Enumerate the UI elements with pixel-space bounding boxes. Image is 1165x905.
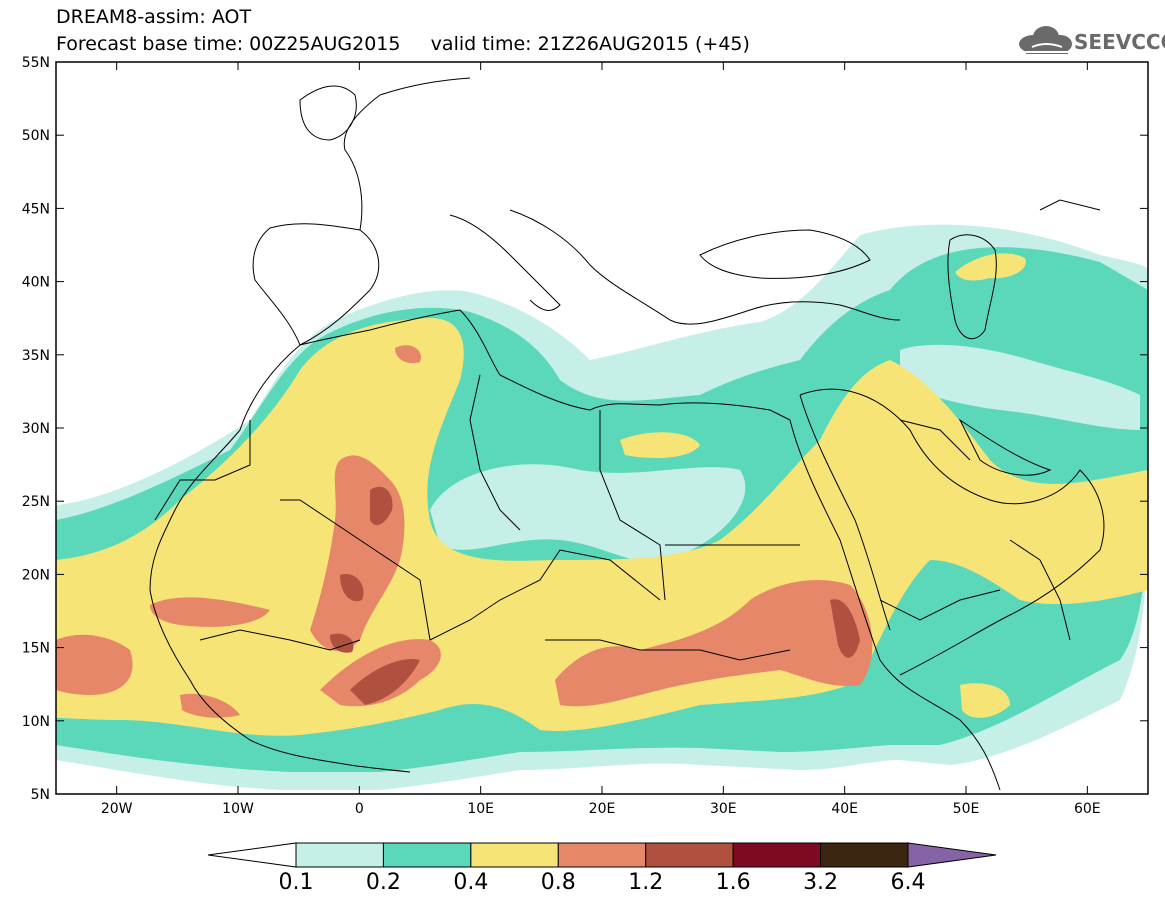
aot-band-0.4: [620, 432, 700, 458]
aot-band-1.2: [350, 659, 420, 705]
coastlines: [149, 77, 1105, 791]
colorbar-label: 1.6: [715, 870, 751, 895]
colorbar-segment: [907, 842, 997, 868]
colorbar-segment: [295, 842, 384, 868]
colorbar-label: 6.4: [890, 870, 926, 895]
lon-label: 10E: [467, 801, 494, 817]
colorbar: [207, 842, 997, 868]
aot-band-0.1: [900, 344, 1140, 430]
colorbar-segment: [470, 842, 559, 868]
aot-band-0.8: [56, 634, 133, 695]
colorbar-label: 0.2: [365, 870, 401, 895]
lon-label: 40E: [831, 801, 858, 817]
aot-band-0.1: [430, 464, 746, 562]
lon-label: 60E: [1074, 801, 1101, 817]
lat-label: 45N: [22, 201, 50, 217]
forecast-time-subtitle: Forecast base time: 00Z25AUG2015 valid t…: [56, 33, 750, 55]
aot-shading: [56, 224, 1148, 790]
colorbar-label: 1.2: [628, 870, 664, 895]
lon-label: 50E: [953, 801, 980, 817]
aot-band-0.4: [960, 683, 1010, 718]
colorbar-segment: [207, 842, 297, 868]
colorbar-segment: [382, 842, 472, 868]
logo-text: SEEVCCC: [1074, 30, 1165, 54]
lat-label: 55N: [22, 55, 50, 71]
lat-label: 40N: [22, 275, 50, 291]
lat-label: 25N: [22, 494, 50, 510]
colorbar-segment: [820, 842, 909, 868]
lat-label: 30N: [22, 421, 50, 437]
lat-label: 5N: [31, 787, 50, 803]
aot-band-1.2: [370, 486, 393, 526]
colorbar-segment: [557, 842, 647, 868]
lat-label: 50N: [22, 128, 50, 144]
lon-label: 10W: [222, 801, 254, 817]
aot-band-0.8: [555, 580, 873, 707]
colorbar-segment: [732, 842, 822, 868]
lat-label: 35N: [22, 348, 50, 364]
lon-label: 20E: [589, 801, 616, 817]
map-title: DREAM8-assim: AOT: [56, 6, 252, 28]
aot-band-1.2: [830, 599, 860, 658]
aot-band-0.8: [180, 693, 240, 718]
longitude-axis: 20W 10W 0 10E 20E 30E 40E 50E 60E: [101, 62, 1101, 817]
cloud-icon: [1019, 26, 1072, 54]
lon-label: 20W: [101, 801, 133, 817]
colorbar-label: 0.8: [540, 870, 576, 895]
lat-label: 15N: [22, 641, 50, 657]
colorbar-label: 0.1: [278, 870, 314, 895]
lon-label: 0: [355, 801, 364, 817]
colorbar-label: 3.2: [803, 870, 839, 895]
aot-band-0.8: [395, 345, 421, 364]
colorbar-segment: [645, 842, 734, 868]
aot-band-0.8: [150, 597, 270, 627]
colorbar-label: 0.4: [453, 870, 489, 895]
aot-band-0.4: [955, 253, 1026, 281]
lat-label: 20N: [22, 567, 50, 583]
lon-label: 30E: [710, 801, 737, 817]
lat-label: 10N: [22, 714, 50, 730]
latitude-axis: 55N 50N 45N 40N 35N 30N 25N 20N 15N 10N 5N: [22, 55, 1148, 803]
aot-band-1.2: [340, 574, 364, 602]
